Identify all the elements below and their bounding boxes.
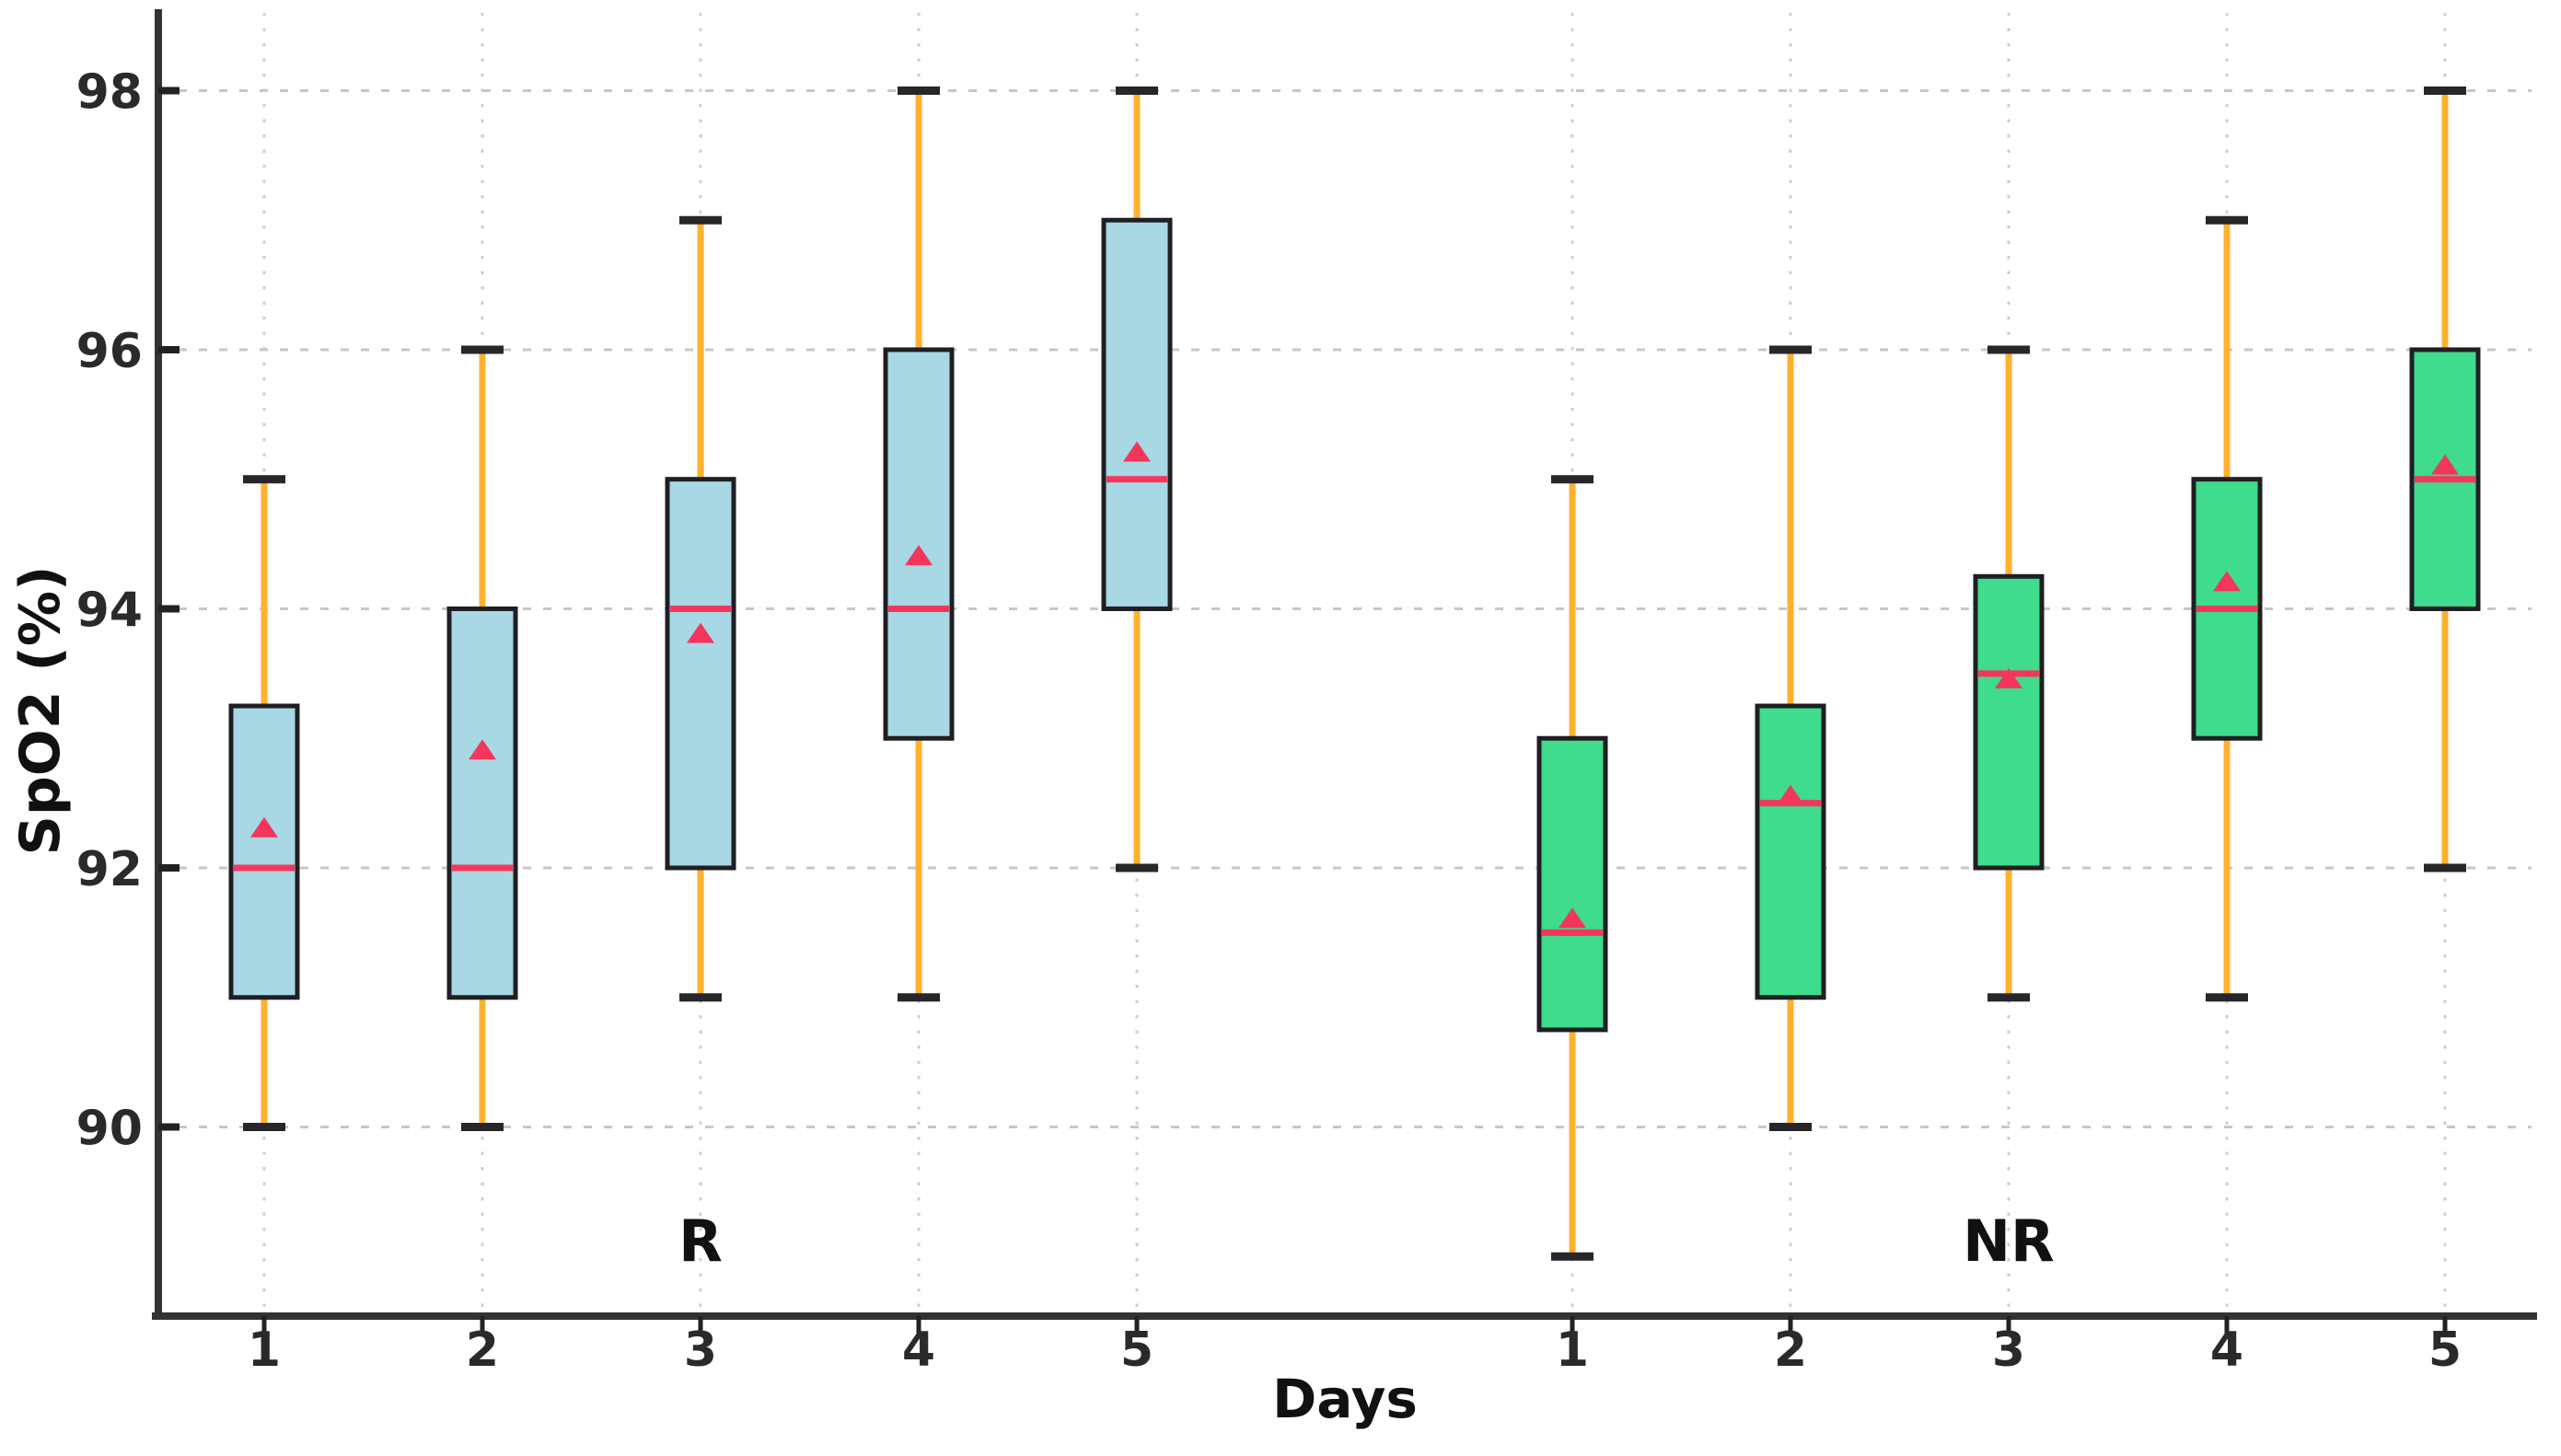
- x-tick-label: 4: [2210, 1323, 2243, 1378]
- y-tick-label: 98: [76, 64, 143, 120]
- mean-marker: [1777, 784, 1804, 805]
- box-R-1: [228, 475, 300, 1131]
- box-rect: [1973, 573, 2045, 871]
- x-tick-label: 2: [1774, 1323, 1807, 1378]
- box-rect: [446, 606, 518, 1000]
- y-tick-label: 96: [76, 324, 143, 379]
- box-R-3: [665, 215, 736, 1002]
- box-R-2: [446, 345, 518, 1131]
- box-rect: [228, 703, 300, 1000]
- box-rect: [665, 477, 736, 871]
- box-NR-3: [1973, 345, 2045, 1002]
- mean-marker: [687, 622, 714, 643]
- box-R-5: [1101, 86, 1173, 872]
- x-tick-label: 1: [248, 1323, 281, 1378]
- y-tick-label: 94: [76, 583, 143, 638]
- mean-marker: [469, 739, 496, 760]
- box-NR-5: [2409, 86, 2481, 872]
- x-tick-label: 4: [902, 1323, 935, 1378]
- x-axis-label: Days: [1272, 1368, 1418, 1430]
- mean-marker: [2431, 454, 2459, 475]
- mean-marker: [250, 816, 278, 838]
- box-rect: [1755, 703, 1826, 1000]
- box-NR-1: [1536, 475, 1608, 1261]
- box-rect: [883, 347, 955, 741]
- group-label-NR: NR: [1963, 1208, 2055, 1275]
- x-tick-label: 3: [684, 1323, 717, 1378]
- box-R-4: [883, 86, 955, 1002]
- x-tick-label: 5: [2428, 1323, 2462, 1378]
- box-NR-4: [2191, 215, 2263, 1002]
- box-rect: [1101, 217, 1173, 611]
- y-tick-label: 92: [76, 842, 143, 897]
- group-label-R: R: [678, 1208, 723, 1275]
- box-NR-2: [1755, 345, 1826, 1131]
- mean-marker: [1995, 667, 2022, 688]
- x-tick-label: 1: [1556, 1323, 1589, 1378]
- x-tick-label: 2: [466, 1323, 499, 1378]
- x-tick-label: 5: [1120, 1323, 1153, 1378]
- mean-marker: [1559, 907, 1586, 929]
- y-tick-label: 90: [76, 1101, 143, 1156]
- x-tick-label: 3: [1992, 1323, 2025, 1378]
- mean-marker: [1123, 441, 1151, 462]
- box-rect: [1536, 735, 1608, 1033]
- y-axis-label: SpO2 (%): [8, 566, 73, 856]
- mean-marker: [2213, 571, 2241, 592]
- mean-marker: [905, 545, 933, 566]
